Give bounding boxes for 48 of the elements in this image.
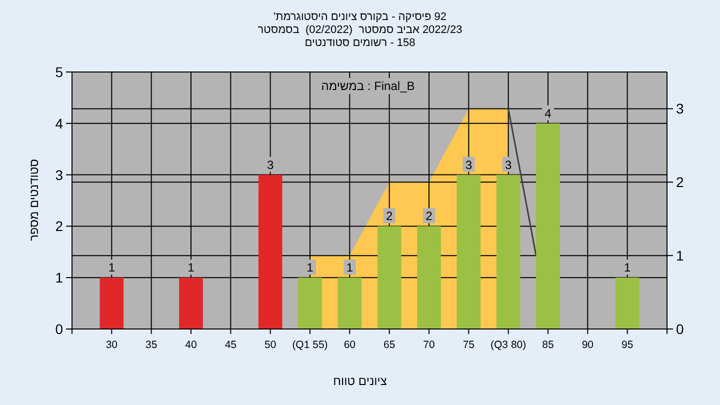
x-tick-label: 35 (145, 339, 158, 351)
bar (536, 123, 560, 329)
data-label: 3 (504, 158, 512, 172)
bar (496, 174, 520, 329)
y-tick-label: 4 (55, 115, 64, 132)
y-tick-label: 0 (55, 321, 64, 337)
data-label: 1 (306, 260, 314, 275)
y-tick-label: 1 (55, 270, 64, 286)
bar (456, 174, 481, 329)
data-label: 1 (108, 260, 116, 275)
x-tick-label: 75 (462, 339, 475, 351)
bar (615, 278, 640, 329)
x-tick-label: 45 (224, 339, 237, 351)
x-tick-label: 65 (383, 339, 396, 351)
x-tick-label: 30 (106, 339, 118, 351)
x-tick-label: 95 (621, 339, 634, 351)
x-tick-label: 90 (582, 339, 594, 351)
data-label: 1 (188, 260, 195, 275)
data-label: 1 (624, 260, 631, 275)
y2-tick-label: 2 (676, 174, 684, 190)
y2-tick-label: 3 (676, 100, 684, 117)
x-tick-label: 50 (264, 339, 276, 351)
data-label: 3 (266, 158, 274, 172)
x-tick-label: (Q1 55) (292, 339, 328, 351)
y2-tick-label: 0 (676, 321, 684, 337)
x-axis-title: טווח ציונים (333, 374, 388, 388)
data-label: 4 (544, 106, 552, 120)
x-tick-label: (Q3 80) (490, 339, 526, 351)
bar (377, 226, 402, 329)
y-axis-title: מספר סטודנטים (27, 158, 41, 242)
y2-tick-label: 1 (676, 248, 684, 264)
bar (258, 174, 282, 329)
data-label: 2 (386, 209, 393, 224)
data-label: 2 (426, 209, 433, 224)
bar (179, 278, 203, 329)
y-tick-label: 5 (55, 64, 64, 80)
x-tick-label: 70 (423, 339, 435, 351)
x-tick-label: 40 (185, 339, 197, 351)
data-label: 1 (346, 260, 354, 275)
x-tick-label: 85 (542, 339, 554, 351)
y-tick-label: 3 (55, 166, 64, 183)
x-tick-label: 60 (344, 339, 356, 351)
bar (298, 278, 322, 329)
data-label: 3 (465, 158, 472, 172)
bar (417, 226, 441, 329)
y-tick-label: 2 (55, 218, 64, 234)
bar (100, 278, 124, 329)
bar (338, 278, 362, 329)
